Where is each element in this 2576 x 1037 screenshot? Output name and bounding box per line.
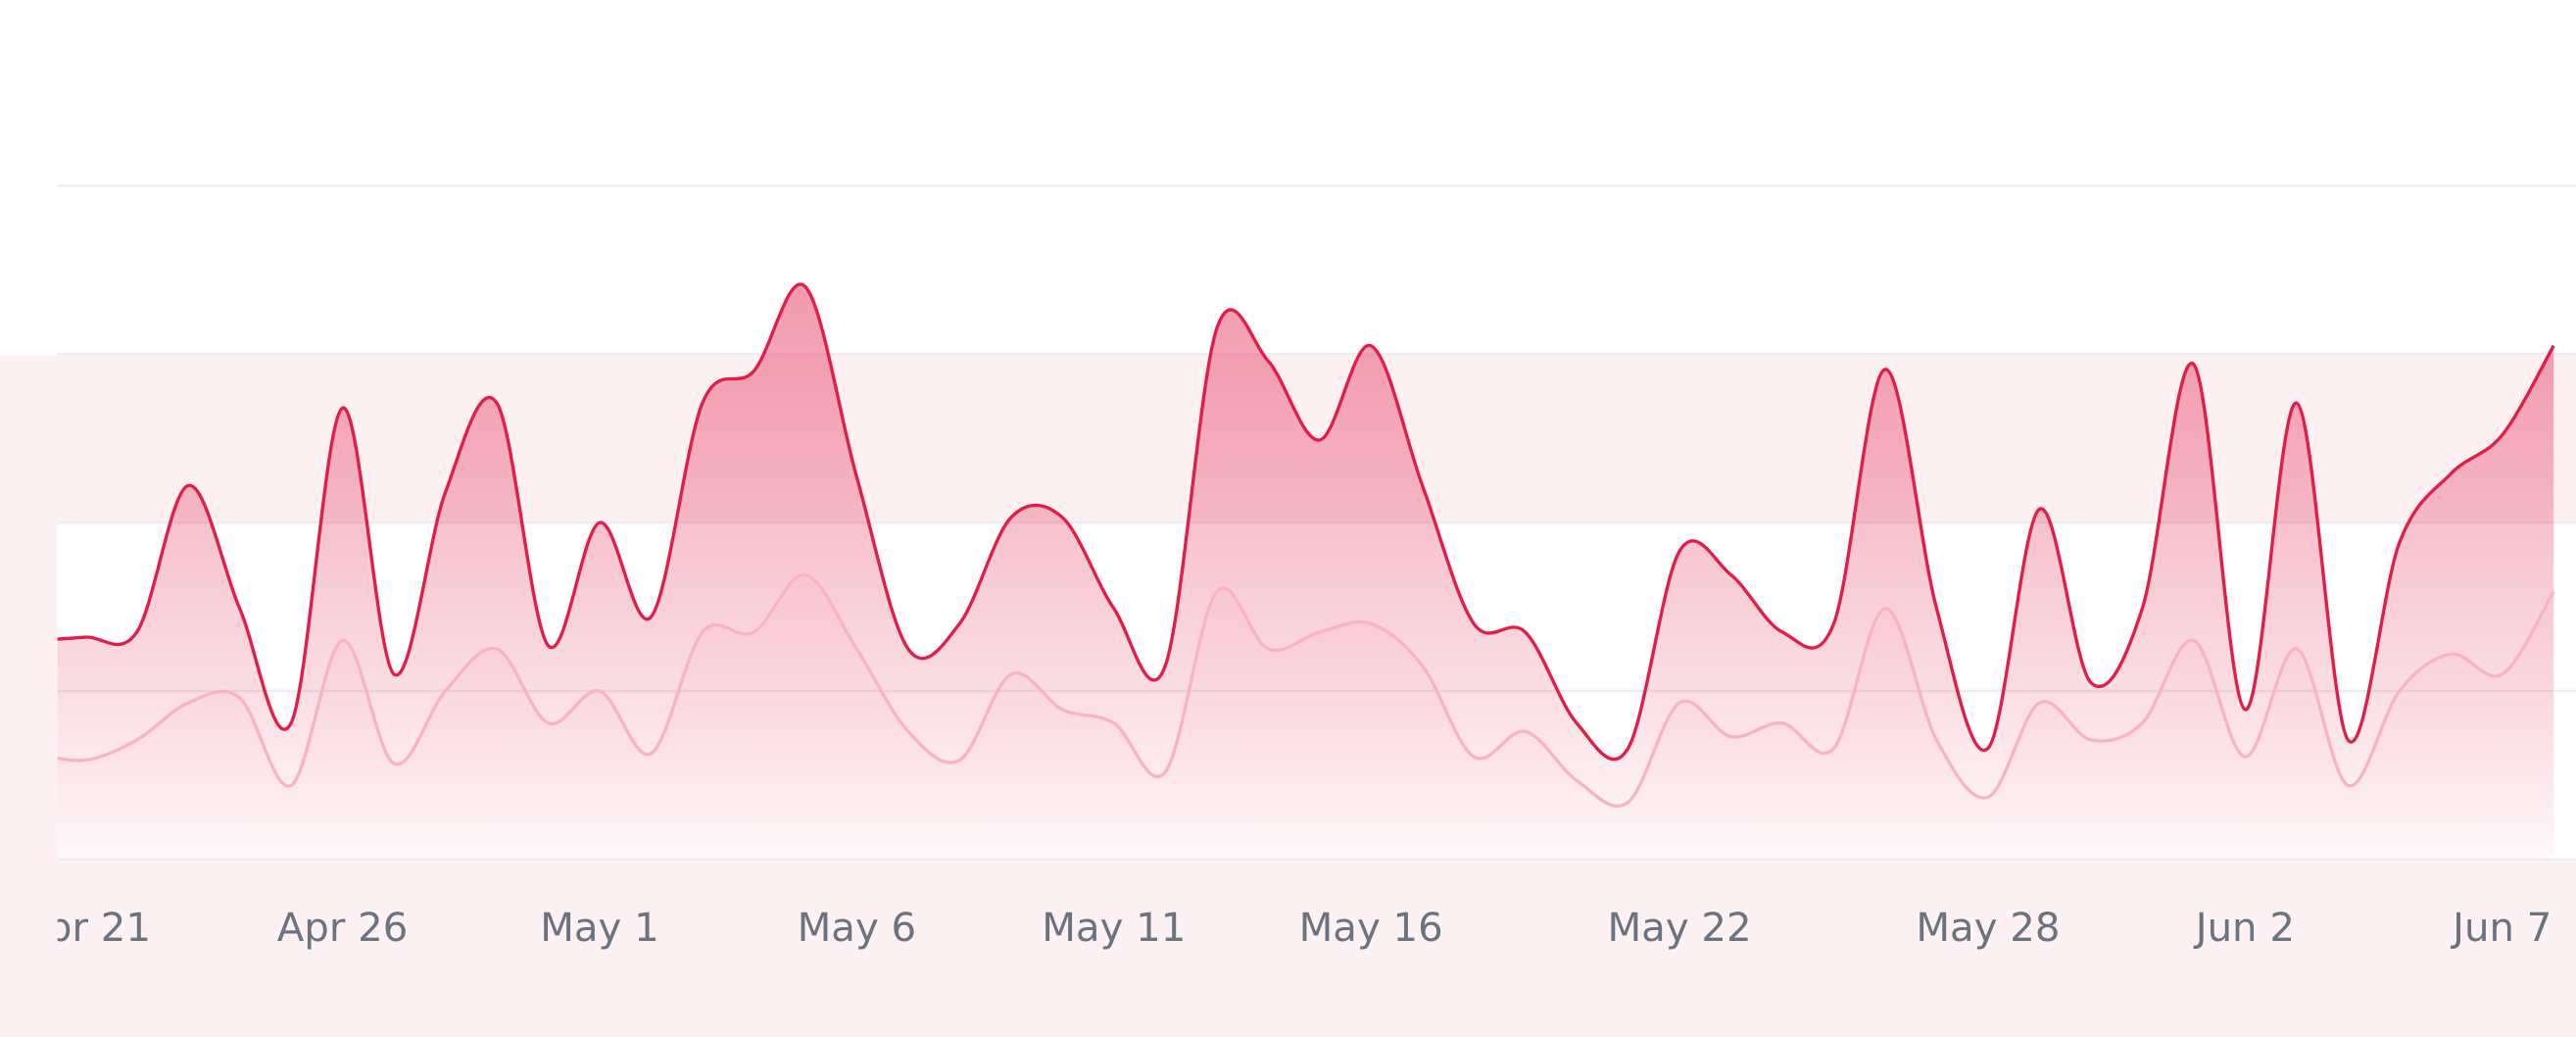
- line: [57, 282, 2555, 762]
- x-tick-label: Apr 21: [20, 906, 151, 951]
- x-tick-label: Jun 2: [2193, 906, 2295, 951]
- x-tick-label: May 22: [1607, 906, 1751, 951]
- x-tick-label: Apr 26: [277, 906, 409, 951]
- x-tick-label: May 11: [1042, 906, 1186, 951]
- x-tick-label: May 1: [540, 906, 659, 951]
- area: [57, 574, 2554, 860]
- plot: [57, 282, 2555, 860]
- line: [57, 572, 2555, 809]
- x-tick-label: May 16: [1299, 906, 1443, 951]
- x-tick-label: May 28: [1916, 906, 2060, 951]
- x-tick-label: May 6: [798, 906, 917, 951]
- x-axis: Apr 21 Apr 26 May 1 May 6 May 11 May 16 May 22…: [20, 906, 2552, 951]
- x-tick-label: Jun 7: [2450, 906, 2552, 951]
